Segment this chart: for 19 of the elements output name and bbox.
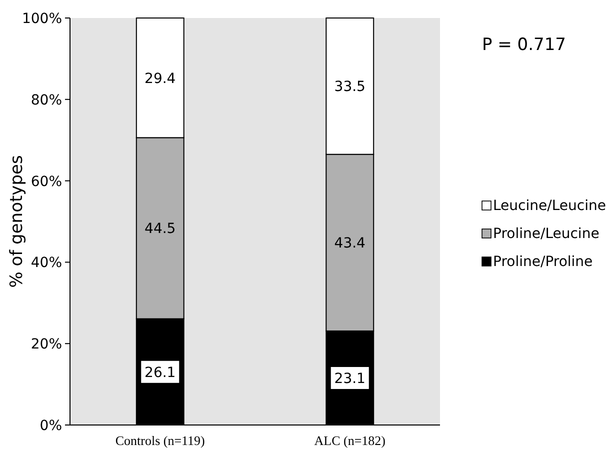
legend-label: Proline/Leucine — [493, 226, 600, 242]
y-tick-label: 60% — [30, 174, 62, 190]
text: P = 0.717 — [482, 35, 566, 55]
data-label: 43.4 — [334, 236, 366, 252]
y-axis-title: % of genotypes — [7, 155, 27, 288]
y-tick-label: 40% — [30, 255, 62, 272]
y-tick-label: 80% — [30, 92, 62, 108]
legend-label: Leucine/Leucine — [493, 198, 606, 214]
data-label: 23.1 — [334, 370, 366, 387]
legend-label: Proline/Proline — [493, 254, 593, 270]
data-label: 33.5 — [334, 79, 366, 96]
y-tick-label: 0% — [40, 418, 62, 434]
x-tick-label: ALC (n=182) — [314, 433, 386, 448]
data-label: 44.5 — [144, 221, 176, 238]
x-tick-label: Controls (n=119) — [115, 433, 205, 448]
data-label: 29.4 — [144, 70, 176, 87]
y-tick-label: 100% — [22, 11, 62, 27]
y-tick-label: 20% — [30, 336, 62, 353]
data-label: 26.1 — [144, 364, 176, 381]
